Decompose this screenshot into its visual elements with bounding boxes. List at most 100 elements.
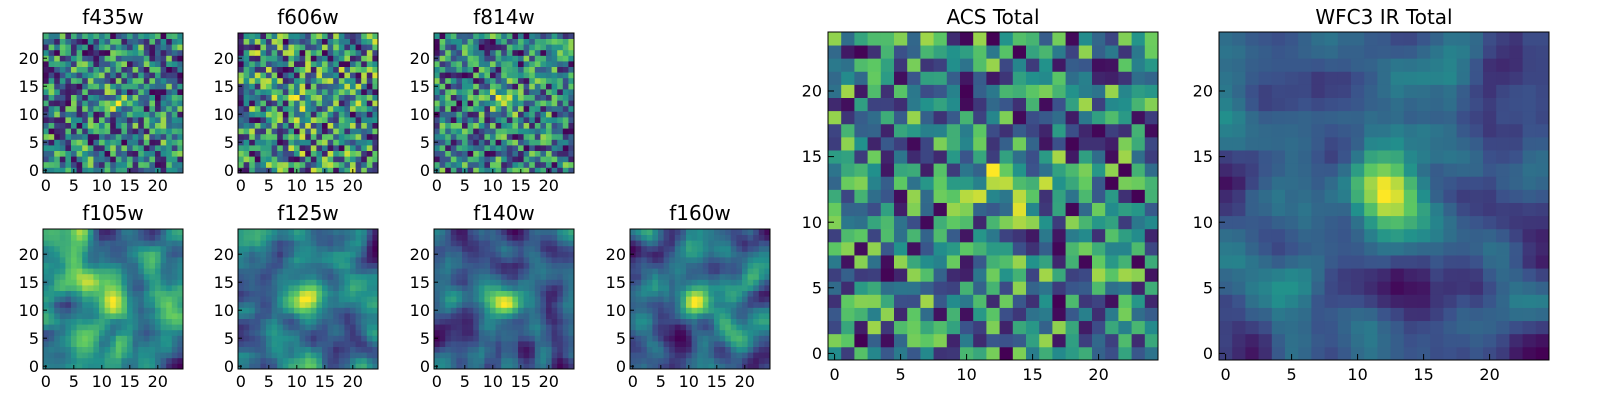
heatmap-cell <box>736 307 743 314</box>
heatmap-cell <box>907 176 921 190</box>
heatmap-cell <box>1118 307 1132 322</box>
heatmap-cell <box>506 296 513 303</box>
heatmap-cell <box>299 262 306 269</box>
heatmap-cell <box>747 296 754 303</box>
heatmap-cell <box>568 145 575 151</box>
heatmap-cell <box>104 341 111 347</box>
heatmap-cell <box>501 156 508 163</box>
heatmap-cell <box>372 105 379 112</box>
heatmap-cell <box>121 324 128 331</box>
heatmap-cell <box>473 251 480 258</box>
heatmap-cell <box>171 122 178 129</box>
heatmap-cell <box>82 279 89 286</box>
heatmap-cell <box>243 313 250 319</box>
heatmap-cell <box>299 352 306 359</box>
heatmap-cell <box>76 122 83 129</box>
heatmap-cell <box>658 313 664 319</box>
heatmap-cell <box>76 161 83 168</box>
heatmap-cell <box>171 307 178 314</box>
heatmap-cell <box>999 163 1014 177</box>
heatmap-cell <box>155 341 161 347</box>
heatmap-cell <box>680 335 687 342</box>
heatmap-cell <box>177 357 184 364</box>
heatmap-cell <box>310 307 317 314</box>
heatmap-cell <box>725 234 732 241</box>
heatmap-cell <box>557 257 564 263</box>
heatmap-cell <box>121 341 128 347</box>
heatmap-cell <box>366 94 373 101</box>
heatmap-cell <box>121 94 128 101</box>
heatmap-cell <box>1131 346 1146 361</box>
heatmap-cell <box>702 313 709 319</box>
heatmap-cell <box>697 279 704 286</box>
heatmap-cell <box>534 105 541 112</box>
heatmap-cell <box>277 245 284 252</box>
heatmap-cell <box>104 346 111 353</box>
heatmap-cell <box>104 313 111 319</box>
heatmap-cell <box>540 240 547 247</box>
heatmap-cell <box>155 77 161 84</box>
heatmap-cell <box>99 285 105 291</box>
heatmap-cell <box>534 83 541 90</box>
heatmap-cell <box>557 117 564 123</box>
heatmap-cell <box>166 290 173 297</box>
heatmap-cell <box>557 145 564 151</box>
heatmap-cell <box>652 268 659 275</box>
heatmap-cell <box>305 301 312 308</box>
heatmap-cell <box>338 313 345 319</box>
heatmap-cell <box>534 161 541 168</box>
heatmap-cell <box>338 346 345 353</box>
heatmap-cell <box>249 167 256 174</box>
heatmap-cell <box>121 290 128 297</box>
heatmap-cell <box>501 133 508 140</box>
heatmap-cell <box>1144 163 1159 177</box>
heatmap-cell <box>714 301 720 308</box>
heatmap-cell <box>149 296 156 303</box>
heatmap-cell <box>288 122 295 129</box>
heatmap-cell <box>160 251 167 258</box>
heatmap-cell <box>87 352 94 359</box>
heatmap-cell <box>338 290 345 297</box>
heatmap-cell <box>87 61 94 67</box>
heatmap-cell <box>149 83 156 90</box>
heatmap-cell <box>523 229 530 235</box>
heatmap-cell <box>54 105 61 112</box>
heatmap-cell <box>473 301 480 308</box>
heatmap-cell <box>540 156 547 163</box>
heatmap-cell <box>355 111 362 118</box>
panel-f160w: f160w 0 5 10 15 20 0 5 10 15 20 <box>606 201 771 391</box>
heatmap-cell <box>316 94 323 101</box>
heatmap-cell <box>478 145 485 151</box>
heatmap-cell <box>305 33 312 39</box>
heatmap-cell <box>562 44 569 51</box>
heatmap-cell <box>366 301 373 308</box>
heatmap-cell <box>71 307 77 314</box>
heatmap-cell <box>1078 346 1093 361</box>
heatmap-cell <box>149 61 156 67</box>
heatmap-cell <box>322 133 328 140</box>
heatmap-cell <box>907 255 921 269</box>
heatmap-cell <box>484 229 491 235</box>
heatmap-cell <box>669 341 676 347</box>
heatmap-cell <box>254 234 261 241</box>
heatmap-cell <box>344 61 351 67</box>
heatmap-cell <box>1039 346 1053 361</box>
heatmap-cell <box>110 301 117 308</box>
heatmap-cell <box>338 285 345 291</box>
heatmap-cell <box>630 329 636 336</box>
heatmap-cell <box>361 122 368 129</box>
heatmap-cell <box>344 229 351 235</box>
heatmap-cell <box>697 229 704 235</box>
heatmap-cell <box>450 268 457 275</box>
heatmap-cell <box>138 105 145 112</box>
heatmap-cell <box>445 128 452 135</box>
heatmap-cell <box>166 251 173 258</box>
heatmap-cell <box>327 229 334 235</box>
heatmap-cell <box>260 290 267 297</box>
heatmap-cell <box>518 89 524 95</box>
heatmap-cell <box>82 352 89 359</box>
heatmap-cell <box>467 273 474 280</box>
heatmap-cell <box>316 296 323 303</box>
heatmap-cell <box>249 324 256 331</box>
heatmap-cell <box>71 139 77 146</box>
